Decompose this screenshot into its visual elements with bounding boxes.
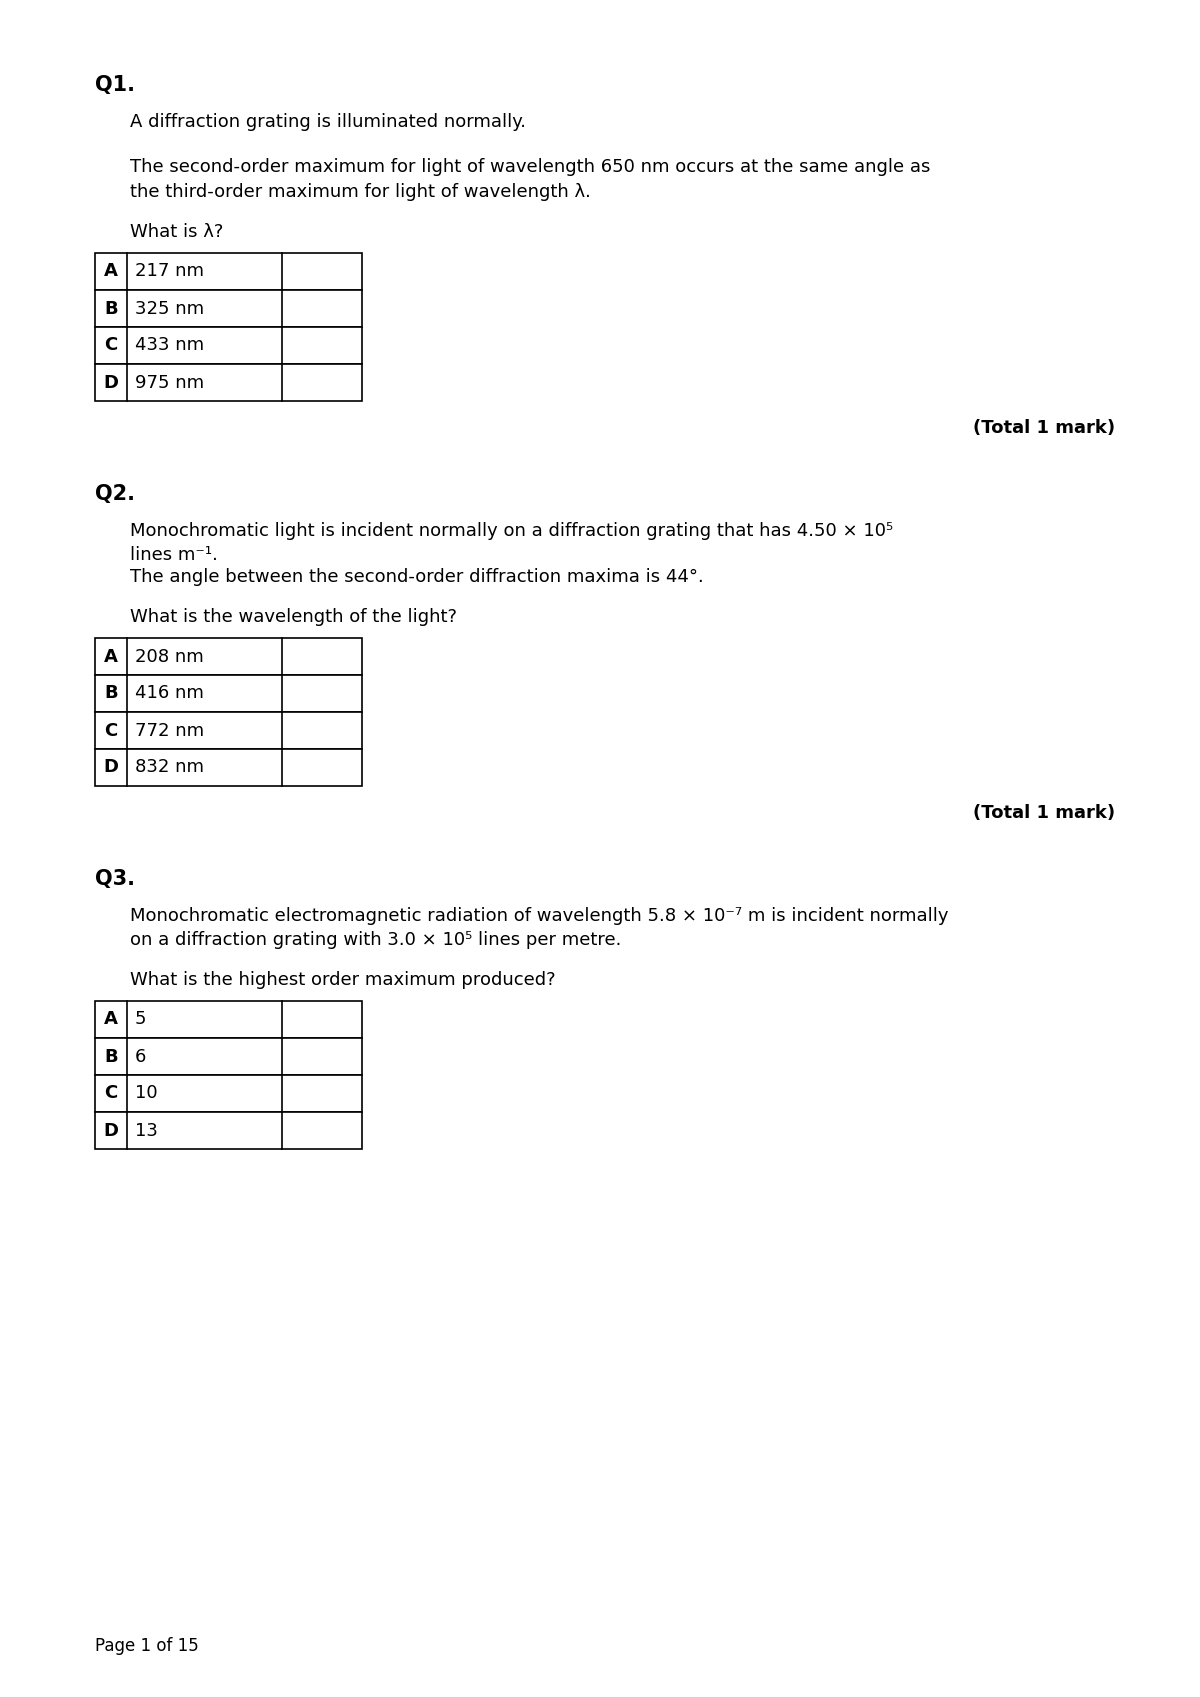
Text: 975 nm: 975 nm (134, 373, 204, 392)
Text: on a diffraction grating with 3.0 × 10⁵ lines per metre.: on a diffraction grating with 3.0 × 10⁵ … (130, 932, 622, 949)
Bar (95, 290, 362, 328)
Text: (Total 1 mark): (Total 1 mark) (973, 804, 1115, 821)
Text: 208 nm: 208 nm (134, 648, 204, 665)
Text: lines m⁻¹.: lines m⁻¹. (130, 546, 218, 563)
Text: What is the highest order maximum produced?: What is the highest order maximum produc… (130, 971, 556, 989)
Bar (95, 1112, 362, 1149)
Text: the third-order maximum for light of wavelength λ.: the third-order maximum for light of wav… (130, 183, 590, 200)
Text: A diffraction grating is illuminated normally.: A diffraction grating is illuminated nor… (130, 114, 526, 131)
Bar (95, 253, 362, 290)
Text: D: D (103, 759, 119, 777)
Text: 13: 13 (134, 1122, 158, 1139)
Bar (95, 1001, 362, 1039)
Text: Q2.: Q2. (95, 484, 134, 504)
Text: 832 nm: 832 nm (134, 759, 204, 777)
Text: The second-order maximum for light of wavelength 650 nm occurs at the same angle: The second-order maximum for light of wa… (130, 158, 930, 176)
Text: What is the wavelength of the light?: What is the wavelength of the light? (130, 608, 457, 626)
Text: What is λ?: What is λ? (130, 222, 223, 241)
Bar (95, 363, 362, 400)
Text: B: B (104, 1047, 118, 1066)
Bar (95, 713, 362, 748)
Text: C: C (104, 336, 118, 355)
Text: B: B (104, 299, 118, 317)
Bar (95, 748, 362, 786)
Text: 217 nm: 217 nm (134, 263, 204, 280)
Text: Monochromatic light is incident normally on a diffraction grating that has 4.50 : Monochromatic light is incident normally… (130, 523, 893, 540)
Text: C: C (104, 721, 118, 740)
Text: 6: 6 (134, 1047, 146, 1066)
Text: 416 nm: 416 nm (134, 684, 204, 703)
Text: C: C (104, 1084, 118, 1103)
Bar (95, 1039, 362, 1074)
Text: Q3.: Q3. (95, 869, 134, 889)
Text: The angle between the second-order diffraction maxima is 44°.: The angle between the second-order diffr… (130, 568, 703, 585)
Text: A: A (104, 263, 118, 280)
Text: Monochromatic electromagnetic radiation of wavelength 5.8 × 10⁻⁷ m is incident n: Monochromatic electromagnetic radiation … (130, 906, 948, 925)
Bar (95, 328, 362, 363)
Text: 10: 10 (134, 1084, 157, 1103)
Text: D: D (103, 1122, 119, 1139)
Text: B: B (104, 684, 118, 703)
Text: 772 nm: 772 nm (134, 721, 204, 740)
Text: Q1.: Q1. (95, 75, 134, 95)
Text: A: A (104, 1010, 118, 1028)
Text: D: D (103, 373, 119, 392)
Text: Page 1 of 15: Page 1 of 15 (95, 1638, 199, 1655)
Bar (95, 1074, 362, 1112)
Text: (Total 1 mark): (Total 1 mark) (973, 419, 1115, 438)
Text: 325 nm: 325 nm (134, 299, 204, 317)
Text: 433 nm: 433 nm (134, 336, 204, 355)
Bar (95, 675, 362, 713)
Text: 5: 5 (134, 1010, 146, 1028)
Bar (95, 638, 362, 675)
Text: A: A (104, 648, 118, 665)
